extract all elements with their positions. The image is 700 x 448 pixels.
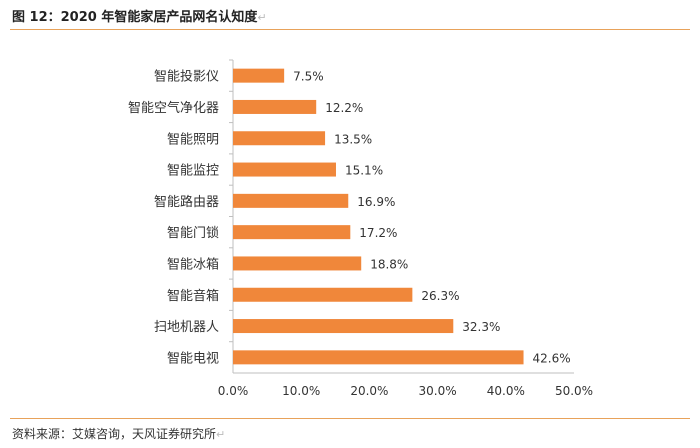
category-label: 智能电视 (167, 351, 219, 366)
bar (233, 162, 336, 177)
value-label: 13.5% (334, 132, 372, 146)
x-tick-label: 0.0% (218, 384, 249, 398)
category-label: 智能监控 (167, 164, 219, 179)
bar (233, 99, 317, 114)
category-label: 智能音箱 (167, 288, 219, 304)
category-label: 智能冰箱 (167, 256, 219, 272)
return-mark: ↵ (257, 11, 267, 24)
figure-source: 资料来源：艾媒咨询，天风证券研究所↵ (12, 425, 225, 442)
x-tick-label: 40.0% (487, 384, 525, 398)
value-label: 32.3% (462, 320, 500, 334)
value-label: 18.8% (370, 257, 408, 271)
x-tick-label: 20.0% (350, 384, 388, 398)
value-label: 16.9% (357, 195, 395, 209)
top-rule (10, 29, 690, 30)
figure-title: 图 12：2020 年智能家居产品网名认知度↵ (12, 6, 267, 25)
figure-source-text: 资料来源：艾媒咨询，天风证券研究所 (12, 427, 217, 441)
bar (233, 287, 413, 302)
category-label: 智能投影仪 (154, 69, 219, 85)
x-tick-label: 50.0% (555, 384, 593, 398)
figure-title-text: 图 12：2020 年智能家居产品网名认知度 (12, 10, 258, 25)
value-label: 26.3% (421, 289, 459, 303)
category-label: 智能照明 (167, 132, 219, 147)
bar (233, 131, 326, 146)
value-label: 42.6% (533, 351, 571, 365)
bar (233, 256, 362, 271)
value-label: 7.5% (293, 70, 324, 84)
value-label: 15.1% (345, 164, 383, 178)
category-label: 智能空气净化器 (128, 100, 219, 116)
bar (233, 193, 349, 208)
bar (233, 319, 454, 334)
bottom-rule (10, 418, 690, 419)
x-tick-label: 10.0% (282, 384, 320, 398)
category-label: 智能路由器 (154, 194, 219, 210)
value-label: 12.2% (325, 101, 363, 115)
bar (233, 68, 285, 83)
category-label: 智能门锁 (167, 225, 219, 241)
category-label: 扫地机器人 (154, 320, 219, 335)
value-label: 17.2% (359, 226, 397, 240)
bar (233, 350, 524, 365)
bar (233, 225, 351, 240)
x-tick-label: 30.0% (419, 384, 457, 398)
source-return-mark: ↵ (216, 428, 226, 441)
